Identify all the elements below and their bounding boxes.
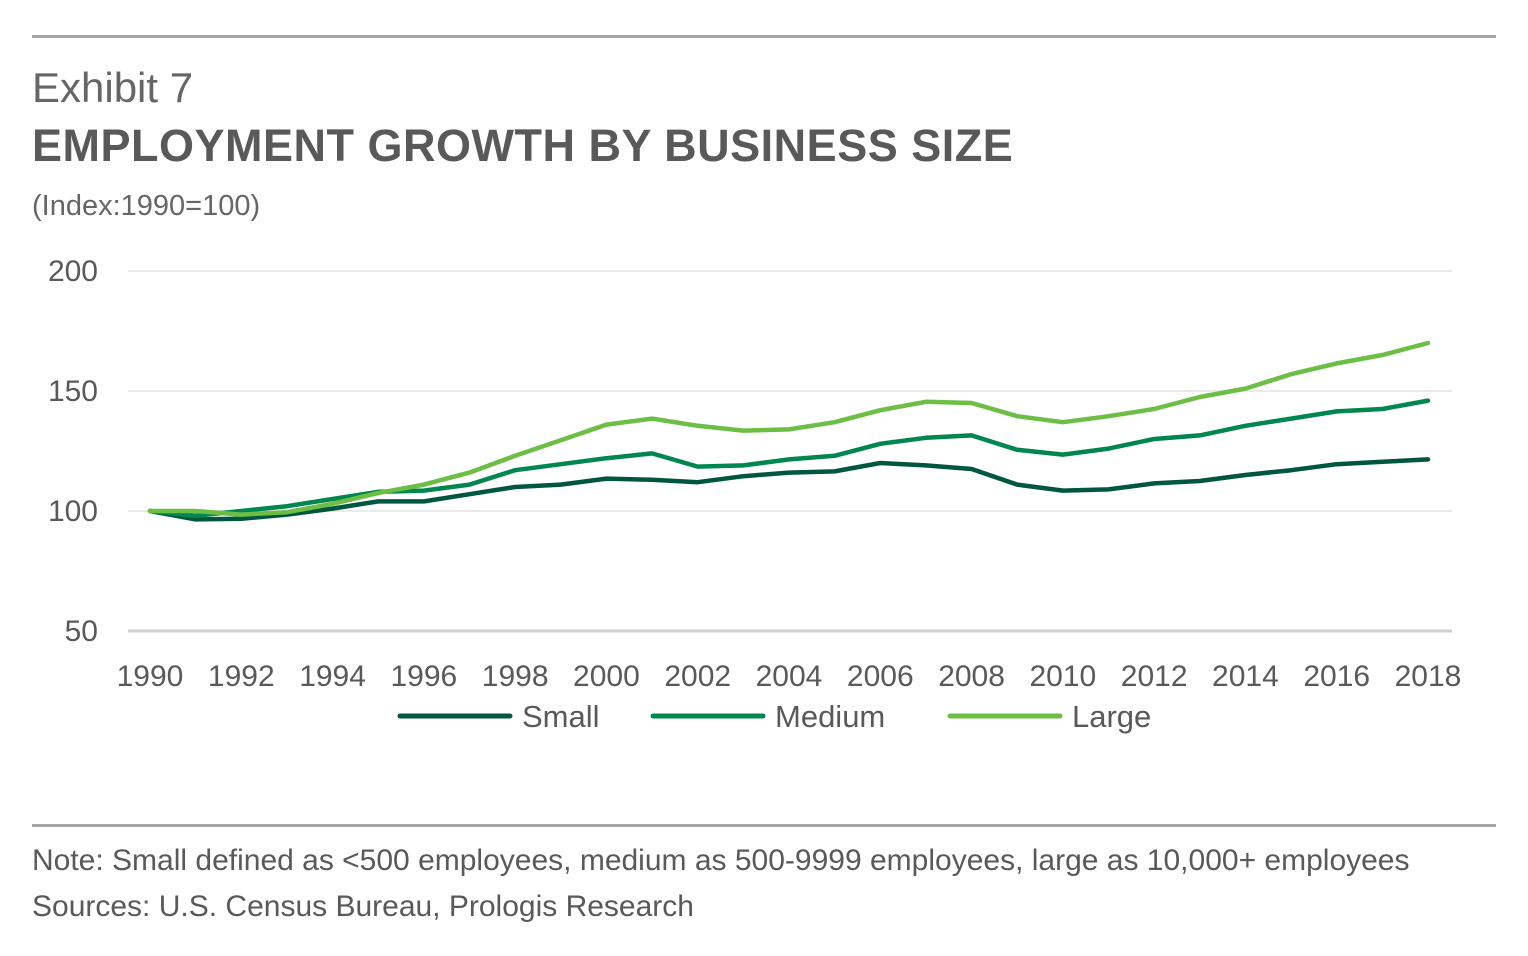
- y-axis-ticks: 50 100 150 200: [48, 255, 98, 648]
- series-line-medium: [147, 398, 1431, 519]
- x-tick-label: 2004: [756, 660, 823, 693]
- x-tick-label: 1992: [208, 660, 275, 693]
- x-tick-label: 2010: [1029, 660, 1096, 693]
- series-lines: [147, 340, 1431, 522]
- x-tick-label: 2006: [847, 660, 914, 693]
- x-tick-label: 1990: [117, 660, 184, 693]
- chart-title: EMPLOYMENT GROWTH BY BUSINESS SIZE: [32, 120, 1014, 171]
- series-line-large: [147, 340, 1431, 517]
- y-tick-label: 100: [48, 495, 98, 528]
- legend: Small Medium Large: [397, 699, 1151, 734]
- bottom-rule: [32, 824, 1496, 827]
- line-chart: 50 100 150 200 1990 1992 1994 1996 1998 2000 2002…: [48, 255, 1462, 734]
- y-tick-label: 200: [48, 255, 98, 288]
- x-tick-label: 2014: [1212, 660, 1279, 693]
- legend-label-medium: Medium: [775, 699, 885, 734]
- x-tick-label: 2016: [1303, 660, 1370, 693]
- x-tick-label: 2000: [573, 660, 640, 693]
- x-tick-label: 2008: [938, 660, 1005, 693]
- x-tick-label: 2018: [1395, 660, 1462, 693]
- exhibit-label: Exhibit 7: [32, 64, 194, 111]
- y-tick-label: 50: [65, 615, 98, 648]
- series-line-small: [147, 457, 1431, 522]
- legend-label-large: Large: [1072, 699, 1151, 734]
- x-axis-ticks: 1990 1992 1994 1996 1998 2000 2002 2004 2006 2008…: [117, 660, 1462, 693]
- source-note: Note: Small defined as <500 employees, m…: [32, 844, 1410, 923]
- x-tick-label: 1998: [482, 660, 549, 693]
- chart-subtitle: (Index:1990=100): [32, 190, 261, 222]
- x-tick-label: 1994: [299, 660, 366, 693]
- gridlines: [128, 270, 1452, 633]
- x-tick-label: 2012: [1121, 660, 1188, 693]
- y-tick-label: 150: [48, 375, 98, 408]
- top-rule: [32, 35, 1496, 38]
- x-tick-label: 1996: [390, 660, 457, 693]
- legend-label-small: Small: [522, 699, 600, 734]
- x-tick-label: 2002: [664, 660, 731, 693]
